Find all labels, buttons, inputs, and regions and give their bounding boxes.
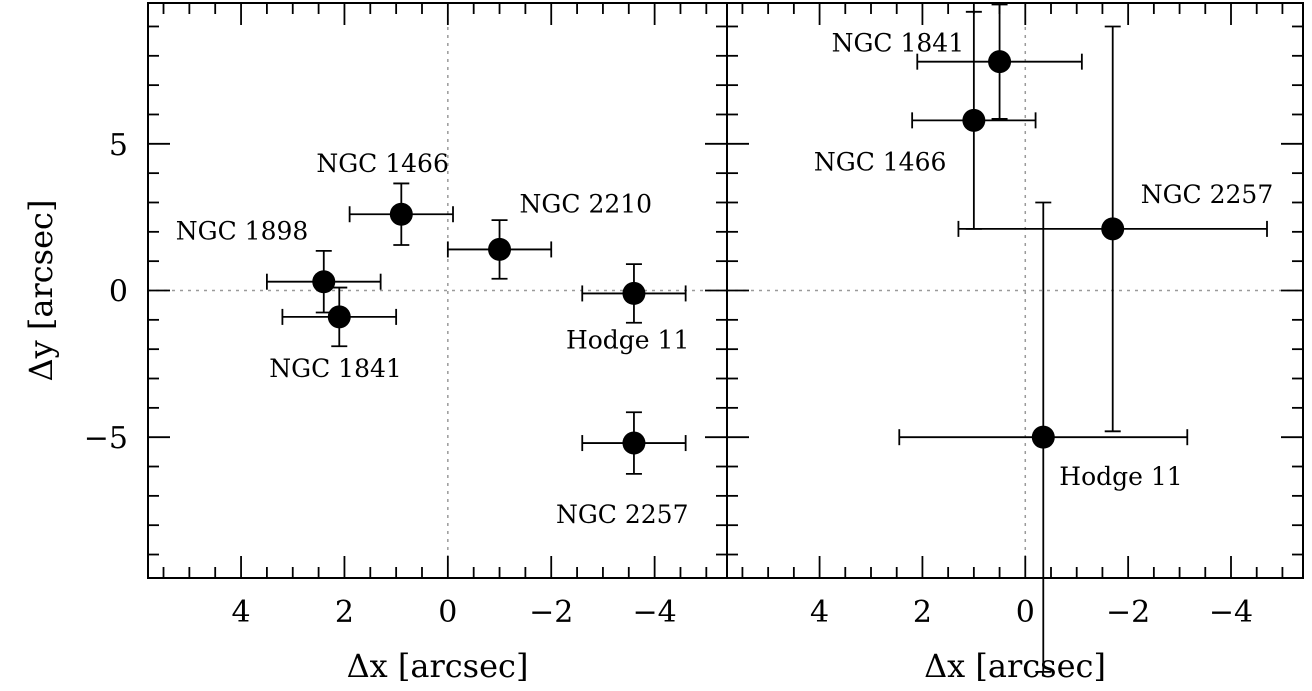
point-label: Hodge 11 (1059, 462, 1182, 491)
y-tick-label: 0 (109, 275, 128, 310)
data-marker (622, 431, 646, 455)
data-point: Hodge 11 (898, 201, 1189, 673)
x-tick-label: 2 (335, 595, 354, 630)
x-tick-label: 0 (438, 595, 457, 630)
x-tick-label: 4 (232, 595, 251, 630)
data-marker (488, 237, 512, 261)
point-label: NGC 1898 (176, 217, 309, 246)
x-tick-label: −4 (633, 595, 677, 630)
x-tick-label: −4 (1209, 595, 1253, 630)
x-tick-label: −2 (529, 595, 573, 630)
data-point: NGC 1466 (814, 10, 1037, 230)
data-marker (1101, 217, 1125, 241)
data-point: NGC 1841 (269, 286, 402, 383)
y-tick-label: 5 (109, 128, 128, 163)
y-tick-label: −5 (84, 421, 128, 456)
data-point: NGC 2210 (446, 189, 653, 280)
data-marker (312, 270, 336, 294)
data-point: Hodge 11 (566, 263, 689, 354)
data-marker (1031, 425, 1055, 449)
panel-2: 4 2 0 −2 −4 Δx [arcsec] NGC 1841 NGC 1466 NGC 22… (726, 2, 1304, 685)
point-label: NGC 2257 (556, 500, 689, 529)
y-axis-title: Δy [arcsec] (22, 200, 60, 382)
data-marker (988, 50, 1012, 74)
data-point: NGC 2257 (556, 411, 689, 529)
data-point: NGC 1898 (176, 217, 382, 314)
point-label: NGC 1841 (269, 354, 402, 383)
panel-1: 4 2 0 −2 −4 −5 0 5 Δx [arcsec] Δy [arcsec] NGC 146… (22, 2, 728, 685)
data-point: NGC 1841 (832, 3, 1083, 120)
x-axis-title: Δx [arcsec] (924, 647, 1106, 685)
data-point: NGC 1466 (316, 149, 454, 246)
point-label: NGC 1841 (832, 29, 965, 58)
data-marker (327, 305, 351, 329)
x-tick-label: 2 (913, 595, 932, 630)
x-tick-label: −2 (1106, 595, 1150, 630)
point-label: NGC 1466 (316, 149, 449, 178)
x-tick-label: 4 (810, 595, 829, 630)
point-label: NGC 1466 (814, 147, 947, 176)
point-label: NGC 2257 (1141, 180, 1274, 209)
point-label: NGC 2210 (520, 189, 653, 218)
data-point: NGC 2257 (957, 25, 1274, 433)
point-label: Hodge 11 (566, 325, 689, 354)
data-marker (962, 108, 986, 132)
x-tick-label: 0 (1016, 595, 1035, 630)
x-axis-title: Δx [arcsec] (347, 647, 529, 685)
data-marker (389, 202, 413, 226)
data-marker (622, 281, 646, 305)
